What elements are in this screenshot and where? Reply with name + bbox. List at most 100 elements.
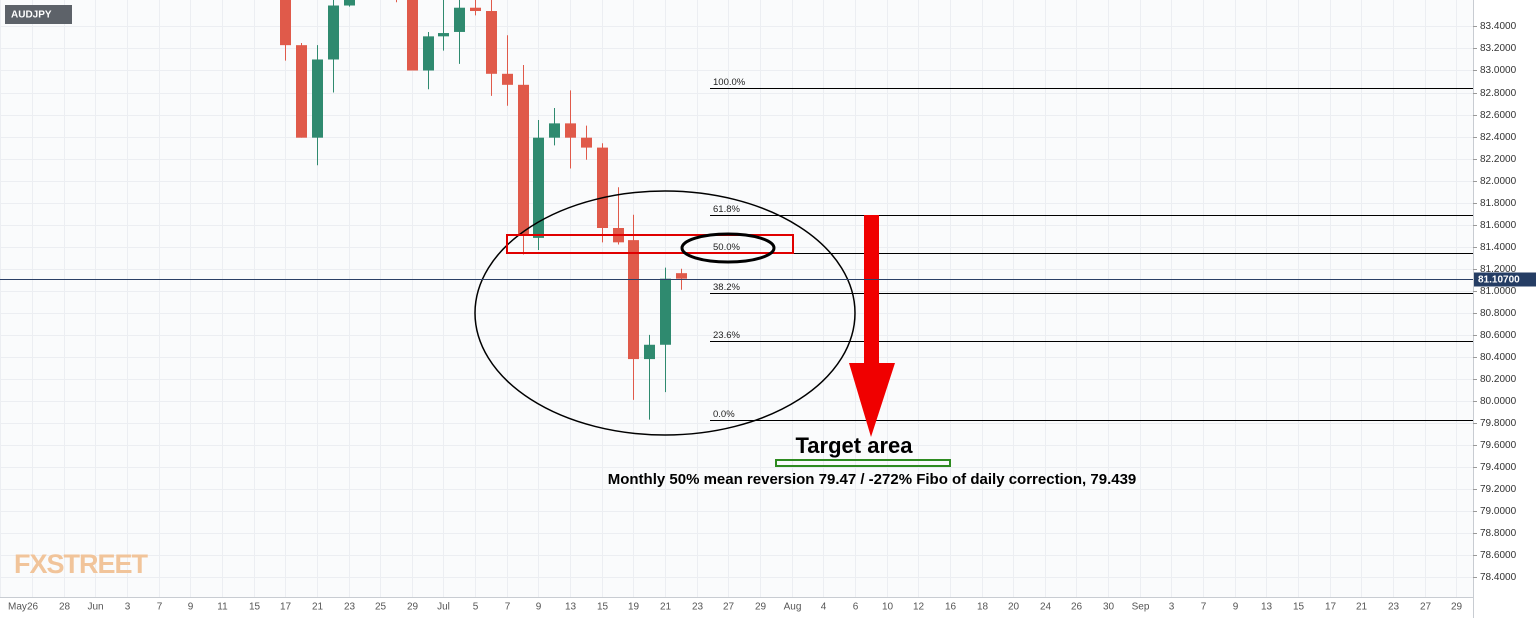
y-tick-label: 83.4000	[1480, 21, 1517, 32]
down-arrow	[849, 215, 895, 437]
x-tick-label: Sep	[1132, 602, 1150, 613]
candle-body	[312, 59, 323, 138]
x-tick-label: 10	[882, 602, 894, 613]
y-tick-label: 82.2000	[1480, 154, 1517, 165]
fib-levels: 100.0% 61.8% 50.0% 38.2% 23.6% 0.0%	[710, 77, 1473, 421]
x-tick-label: 21	[312, 602, 324, 613]
candle-body	[296, 45, 307, 138]
x-tick-label: 27	[1420, 602, 1432, 613]
y-tick-label: 81.0000	[1480, 286, 1517, 297]
target-box	[775, 459, 951, 467]
candle-body	[549, 123, 560, 138]
target-label: Target area	[796, 433, 914, 458]
candle-body	[486, 11, 497, 74]
y-tick-label: 80.4000	[1480, 352, 1517, 363]
y-tick-label: 79.8000	[1480, 418, 1517, 429]
y-tick-label: 82.8000	[1480, 88, 1517, 99]
candle-body	[438, 33, 449, 37]
x-tick-label: 3	[125, 602, 131, 613]
candle-body	[454, 7, 465, 32]
red-zone	[506, 234, 794, 254]
candle-body	[565, 123, 576, 138]
fib-label: 0.0%	[713, 409, 735, 420]
fib-label: 50.0%	[713, 242, 740, 253]
x-tick-label: 15	[249, 602, 261, 613]
fib-label: 23.6%	[713, 330, 740, 341]
plot-background	[0, 0, 1473, 597]
x-tick-label: 9	[1233, 602, 1239, 613]
y-tick-label: 81.2000	[1480, 264, 1517, 275]
candle-body	[581, 137, 592, 148]
x-tick-label: 30	[1103, 602, 1115, 613]
x-tick-label: Jul	[437, 602, 450, 613]
overlay: Target area Monthly 50% mean reversion 7…	[474, 190, 1137, 488]
candle-body	[518, 84, 529, 236]
x-tick-label: 17	[1325, 602, 1337, 613]
x-tick-label: 12	[913, 602, 925, 613]
x-tick-label: 27	[723, 602, 735, 613]
candle-body	[644, 344, 655, 360]
last-price-label: 81.10700	[1478, 275, 1520, 286]
x-tick-label: 25	[375, 602, 387, 613]
symbol-box	[5, 5, 72, 24]
y-tick-label: 81.4000	[1480, 242, 1517, 253]
candle-body	[344, 0, 355, 6]
y-tick-label: 83.2000	[1480, 43, 1517, 54]
y-tick-label: 80.2000	[1480, 374, 1517, 385]
x-tick-label: 7	[505, 602, 511, 613]
y-tick-label: 82.0000	[1480, 176, 1517, 187]
candle-body	[597, 147, 608, 229]
axes: 78.4000 78.6000 78.8000 79.0000 79.2000 79.40…	[0, 21, 1536, 613]
x-tick-label: Aug	[784, 602, 802, 613]
y-tick-label: 80.0000	[1480, 396, 1517, 407]
candle-body	[470, 7, 481, 12]
x-tick-label: 28	[59, 602, 71, 613]
candle-body	[533, 137, 544, 238]
x-tick-label: Jun	[87, 602, 103, 613]
target-note: Monthly 50% mean reversion 79.47 / -272%…	[608, 471, 1137, 488]
fib-label: 61.8%	[713, 204, 740, 215]
y-tick-label: 81.6000	[1480, 220, 1517, 231]
grid	[0, 0, 1473, 597]
candles	[280, 0, 687, 420]
x-tick-label: May	[8, 602, 27, 613]
y-tick-label: 78.8000	[1480, 528, 1517, 539]
x-tick-label: 6	[853, 602, 859, 613]
fib-label: 100.0%	[713, 77, 746, 88]
y-tick-label: 79.2000	[1480, 484, 1517, 495]
x-tick-label: 20	[1008, 602, 1020, 613]
x-tick-label: 23	[344, 602, 356, 613]
candle-body	[423, 36, 434, 71]
x-tick-label: 9	[188, 602, 194, 613]
y-tick-label: 82.4000	[1480, 132, 1517, 143]
candle-body	[660, 278, 671, 345]
x-tick-label: 29	[1451, 602, 1463, 613]
x-tick-label: 29	[407, 602, 419, 613]
candle-body	[280, 0, 291, 46]
x-tick-label: 13	[565, 602, 577, 613]
x-tick-label: 19	[628, 602, 640, 613]
y-tick-label: 82.6000	[1480, 110, 1517, 121]
x-tick-label: 3	[1169, 602, 1175, 613]
x-tick-label: 9	[536, 602, 542, 613]
y-tick-label: 80.8000	[1480, 308, 1517, 319]
y-tick-label: 79.6000	[1480, 440, 1517, 451]
candle-body	[676, 273, 687, 279]
x-tick-label: 7	[1201, 602, 1207, 613]
x-tick-label: 29	[755, 602, 767, 613]
y-tick-label: 78.4000	[1480, 572, 1517, 583]
candle-body	[628, 240, 639, 360]
y-tick-label: 79.0000	[1480, 506, 1517, 517]
x-tick-label: 7	[157, 602, 163, 613]
big-circle	[474, 190, 856, 436]
x-tick-label: 26	[27, 602, 39, 613]
x-tick-label: 4	[821, 602, 827, 613]
x-tick-label: 26	[1071, 602, 1083, 613]
x-tick-label: 21	[660, 602, 672, 613]
x-tick-label: 5	[473, 602, 479, 613]
y-tick-label: 78.6000	[1480, 550, 1517, 561]
x-tick-label: 15	[1293, 602, 1305, 613]
watermark: FXSTREET	[14, 549, 149, 579]
x-tick-label: 18	[977, 602, 989, 613]
